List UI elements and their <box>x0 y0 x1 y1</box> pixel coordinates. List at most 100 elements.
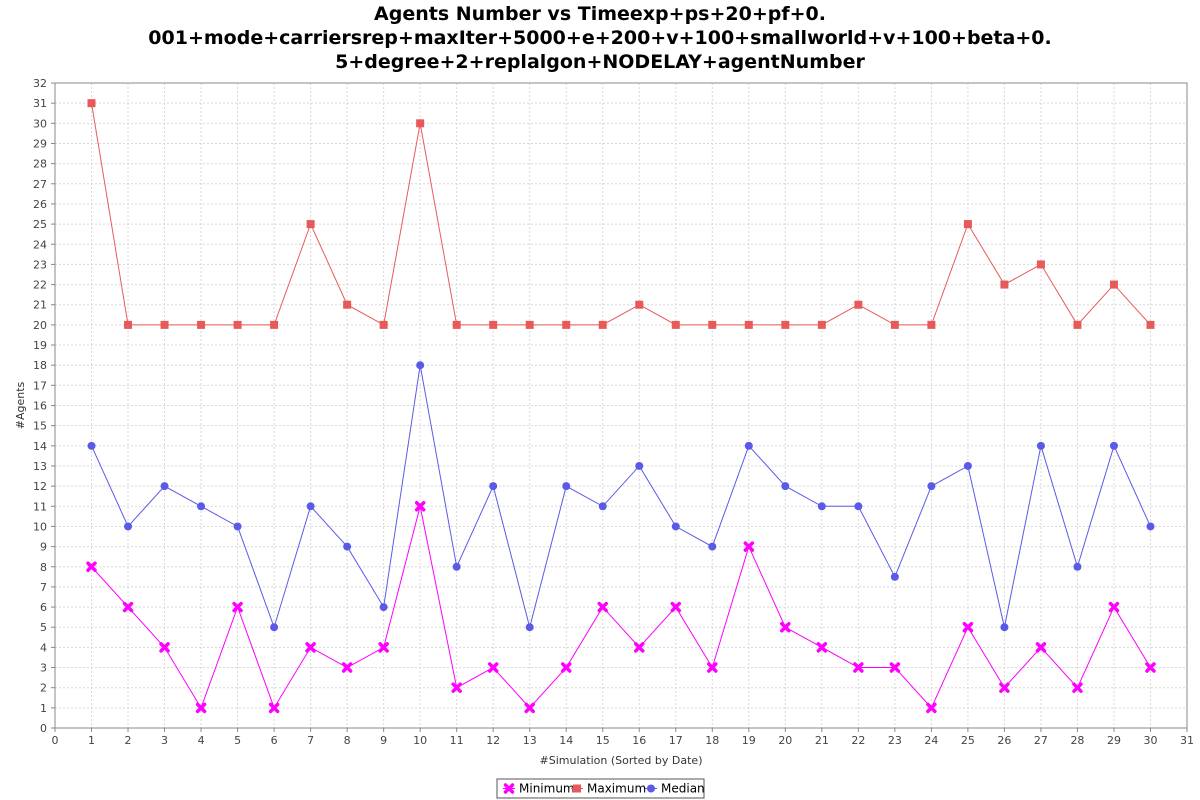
data-point-minimum <box>743 541 755 552</box>
y-tick-label: 16 <box>33 400 47 413</box>
data-point-median <box>124 522 133 531</box>
x-tick-label: 25 <box>961 734 975 747</box>
data-point-minimum <box>122 601 134 613</box>
x-tick-label: 8 <box>344 734 351 747</box>
series-maximum <box>87 99 1155 329</box>
legend-label-maximum: Maximum <box>587 782 646 796</box>
y-tick-label: 27 <box>33 178 47 191</box>
x-tick-label: 22 <box>851 734 865 747</box>
y-tick-label: 29 <box>33 137 47 150</box>
y-tick-label: 15 <box>33 420 47 433</box>
x-tick-label: 9 <box>380 734 387 747</box>
data-point-maximum <box>197 320 206 329</box>
y-tick-label: 5 <box>40 621 47 634</box>
data-point-maximum <box>562 320 571 329</box>
data-point-minimum <box>707 662 718 673</box>
chart-title: Agents Number vs Timeexp+ps+20+pf+0. 001… <box>0 2 1200 74</box>
x-tick-label: 10 <box>413 734 427 747</box>
data-point-median <box>160 482 169 491</box>
data-point-median <box>379 603 388 612</box>
grid <box>54 82 1188 729</box>
x-tick-label: 24 <box>924 734 938 747</box>
series-line-minimum <box>91 506 1151 709</box>
x-tick-label: 3 <box>161 734 168 747</box>
series-minimum <box>86 501 1156 714</box>
legend-marker-median <box>647 784 655 793</box>
y-tick-label: 8 <box>40 561 47 574</box>
legend-label-minimum: Minimum <box>519 782 575 796</box>
y-tick-label: 28 <box>33 158 47 171</box>
x-tick-label: 31 <box>1180 734 1194 747</box>
x-tick-label: 20 <box>778 734 792 747</box>
data-point-maximum <box>233 320 242 329</box>
data-point-median <box>1036 441 1045 450</box>
data-point-maximum <box>1073 320 1082 329</box>
legend: Minimum Maximum Median <box>496 778 705 799</box>
data-point-minimum <box>268 702 280 714</box>
chart-title-line-1: Agents Number vs Timeexp+ps+20+pf+0. <box>374 3 826 25</box>
y-tick-label: 19 <box>33 339 47 352</box>
x-tick-label: 5 <box>234 734 241 747</box>
data-point-median <box>744 441 753 450</box>
data-point-maximum <box>598 320 607 329</box>
data-point-maximum <box>87 99 96 108</box>
y-tick-label: 6 <box>40 601 47 614</box>
data-point-maximum <box>671 320 680 329</box>
x-tick-label: 28 <box>1070 734 1084 747</box>
data-point-minimum <box>816 642 828 653</box>
data-point-minimum <box>86 561 97 572</box>
y-tick-label: 0 <box>40 722 47 735</box>
legend-marker-maximum <box>573 784 581 793</box>
data-point-median <box>306 502 315 511</box>
data-point-median <box>1000 623 1009 632</box>
y-tick-label: 13 <box>33 460 47 473</box>
data-point-minimum <box>780 621 791 633</box>
data-point-median <box>1073 562 1082 571</box>
data-point-maximum <box>1109 280 1118 289</box>
data-point-maximum <box>525 320 534 329</box>
series-median <box>87 361 1155 632</box>
x-tick-label: 30 <box>1143 734 1157 747</box>
y-tick-label: 25 <box>33 218 47 231</box>
y-tick-label: 17 <box>33 379 47 392</box>
legend-marker-minimum <box>503 783 515 794</box>
data-point-median <box>233 522 242 531</box>
axis-ticks: 0123456789101112131415161718192021222324… <box>33 77 1194 747</box>
data-point-median <box>890 572 899 581</box>
x-tick-label: 29 <box>1107 734 1121 747</box>
data-point-minimum <box>232 601 243 613</box>
data-point-maximum <box>306 220 315 229</box>
y-tick-label: 12 <box>33 480 47 493</box>
y-tick-label: 9 <box>40 541 47 554</box>
data-point-maximum <box>1146 320 1155 329</box>
data-point-minimum <box>524 702 535 714</box>
data-point-maximum <box>963 220 972 229</box>
y-tick-label: 30 <box>33 117 47 130</box>
data-point-median <box>671 522 680 531</box>
data-point-median <box>927 482 936 491</box>
data-point-median <box>343 542 352 551</box>
data-point-minimum <box>1072 682 1083 693</box>
data-point-maximum <box>1000 280 1009 289</box>
data-point-maximum <box>343 300 352 309</box>
data-point-maximum <box>854 300 863 309</box>
y-tick-label: 20 <box>33 319 47 332</box>
series-line-maximum <box>91 103 1151 326</box>
data-point-median <box>963 461 972 470</box>
y-tick-label: 10 <box>33 520 47 533</box>
y-tick-label: 32 <box>33 77 47 90</box>
y-tick-label: 23 <box>33 258 47 271</box>
data-point-maximum <box>124 320 133 329</box>
x-tick-label: 7 <box>307 734 314 747</box>
data-point-minimum <box>962 621 974 633</box>
x-tick-label: 0 <box>52 734 59 747</box>
series-layer <box>86 99 1156 714</box>
y-axis-label: #Agents <box>14 381 27 429</box>
y-tick-label: 31 <box>33 97 47 110</box>
data-point-minimum <box>159 642 170 653</box>
data-point-minimum <box>634 642 645 653</box>
legend-label-median: Median <box>661 782 705 796</box>
y-tick-label: 7 <box>40 581 47 594</box>
data-point-median <box>635 461 644 470</box>
x-tick-label: 21 <box>815 734 829 747</box>
